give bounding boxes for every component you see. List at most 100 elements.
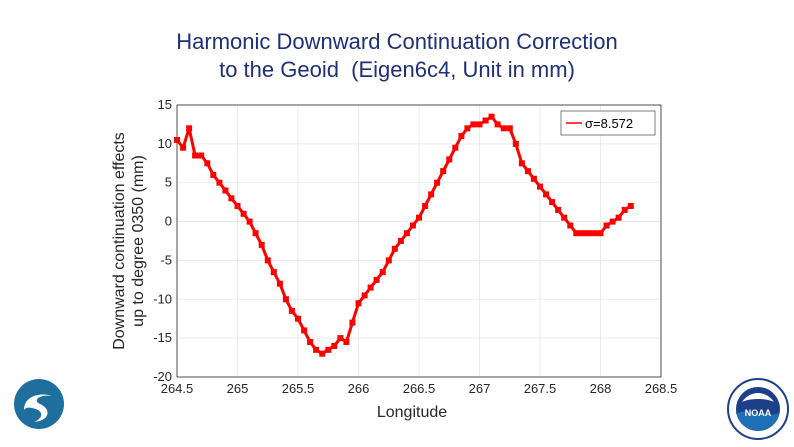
series-point (579, 230, 586, 237)
series-point (331, 342, 338, 349)
series-line (175, 115, 632, 356)
x-tick-label: 268.5 (645, 381, 678, 396)
series-point (537, 183, 543, 190)
series-point (222, 187, 229, 194)
series-point (313, 346, 320, 353)
x-tick-label: 266 (348, 381, 370, 396)
series-point (603, 222, 610, 229)
series-point (264, 257, 271, 264)
series-point (240, 210, 247, 217)
series-point (585, 230, 592, 237)
series-point (325, 346, 332, 353)
series-point (282, 296, 289, 303)
series-point (615, 214, 622, 221)
y-tick-label: -10 (153, 291, 172, 306)
series-point (349, 319, 356, 326)
series-point (307, 339, 314, 345)
series-point (506, 125, 513, 132)
series-point (416, 214, 422, 221)
series-point (458, 133, 465, 140)
series-point (270, 269, 277, 276)
noaa-icon: NOAA (727, 378, 789, 440)
series-point (555, 206, 562, 213)
series-point (452, 144, 459, 151)
series-point (192, 152, 199, 159)
series-point (355, 300, 362, 307)
series-point (476, 121, 483, 128)
series-point (180, 144, 187, 151)
series-point (288, 307, 295, 314)
series-point (319, 350, 326, 357)
series-point (301, 327, 308, 334)
series-point (252, 230, 259, 237)
series-point (186, 125, 193, 132)
series-point (337, 335, 344, 342)
series-point (440, 168, 447, 175)
y-tick-label: -20 (153, 369, 172, 384)
series-point (385, 257, 392, 264)
series-point (403, 230, 410, 237)
x-tick-label: 266.5 (403, 381, 436, 396)
grid-lines (176, 104, 662, 378)
noaa-logo-text: NOAA (745, 408, 772, 418)
series-point (609, 218, 616, 225)
series-point (276, 280, 283, 287)
series-point (482, 117, 489, 124)
series-point (361, 292, 368, 299)
y-axis-title: Downward continuation effects up to degr… (111, 132, 147, 350)
series-point (210, 171, 217, 178)
agency-swoosh-logo (10, 378, 68, 435)
series-point (543, 191, 550, 198)
y-tick-label: 10 (158, 136, 172, 151)
series-point (524, 168, 531, 175)
legend-label: σ=8.572 (585, 116, 633, 131)
x-tick-label: 265 (227, 381, 249, 396)
slide-title-line-1: Harmonic Downward Continuation Correctio… (176, 29, 618, 54)
series-point (446, 156, 453, 163)
series-point (397, 238, 404, 244)
y-tick-label: 15 (158, 97, 172, 112)
series-point (379, 269, 386, 276)
slide-title-line-2: to the Geoid (Eigen6c4, Unit in mm) (219, 57, 575, 82)
series-point (500, 125, 507, 132)
series-point (258, 241, 265, 248)
series-point (174, 137, 180, 143)
legend: σ=8.572 (560, 110, 656, 136)
y-tick-label: -5 (160, 252, 172, 267)
series-point (561, 214, 568, 221)
series-point (373, 276, 380, 283)
series-point (530, 175, 537, 182)
x-tick-label: 268 (590, 381, 612, 396)
y-tick-label: 0 (165, 214, 172, 229)
series-point (567, 222, 574, 229)
series-point (367, 284, 374, 291)
x-tick-label: 265.5 (282, 381, 315, 396)
series-point (246, 218, 253, 225)
y-tick-label: -15 (153, 330, 172, 345)
series-point (391, 245, 398, 252)
x-tick-label: 267 (469, 381, 491, 396)
x-tick-label: 264.5 (161, 381, 194, 396)
series-point (488, 113, 495, 120)
series-layer (174, 113, 634, 357)
series-point (198, 152, 205, 159)
series-point (621, 206, 628, 213)
series-point (549, 199, 556, 206)
series-point (494, 121, 501, 128)
y-tick-label: 5 (165, 175, 172, 190)
series-point (204, 160, 211, 167)
series-point (512, 140, 519, 147)
noaa-logo: NOAA (726, 376, 790, 447)
series-point (434, 179, 441, 186)
plot-frame (176, 104, 662, 378)
series-point (409, 222, 416, 229)
x-axis-title: Longitude (377, 404, 447, 421)
slide-title: Harmonic Downward Continuation Correctio… (0, 28, 794, 84)
y-axis-title-line-1: Downward continuation effects (111, 132, 128, 350)
series-point (428, 191, 435, 198)
series-point (216, 179, 223, 186)
series-point (234, 203, 241, 209)
series-point (343, 339, 350, 345)
y-axis-title-line-2: up to degree 0350 (mm) (130, 155, 147, 327)
